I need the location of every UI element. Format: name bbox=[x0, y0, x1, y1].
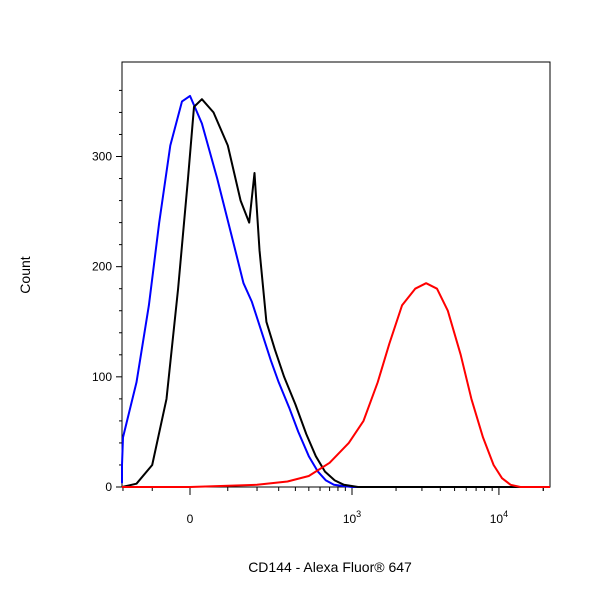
histogram-series-3 bbox=[122, 282, 550, 488]
x-axis-ticks: 0 103 104 bbox=[122, 487, 544, 526]
x-tick-label: 0 bbox=[187, 512, 194, 526]
plot-frame bbox=[121, 61, 551, 488]
series-layer bbox=[121, 94, 550, 488]
y-tick-label: 200 bbox=[92, 260, 112, 274]
y-tick-label: 100 bbox=[92, 370, 112, 384]
x-axis-label: CD144 - Alexa Fluor® 647 bbox=[248, 559, 412, 575]
histogram-series-1 bbox=[121, 94, 550, 488]
y-axis-ticks: 0 100 200 300 bbox=[92, 89, 122, 494]
x-tick-label: 104 bbox=[490, 509, 508, 526]
histogram-series-2 bbox=[121, 98, 550, 488]
y-axis-label: Count bbox=[17, 256, 33, 293]
y-tick-label: 300 bbox=[92, 150, 112, 164]
y-tick-label: 0 bbox=[105, 480, 112, 494]
x-tick-label: 103 bbox=[343, 509, 361, 526]
